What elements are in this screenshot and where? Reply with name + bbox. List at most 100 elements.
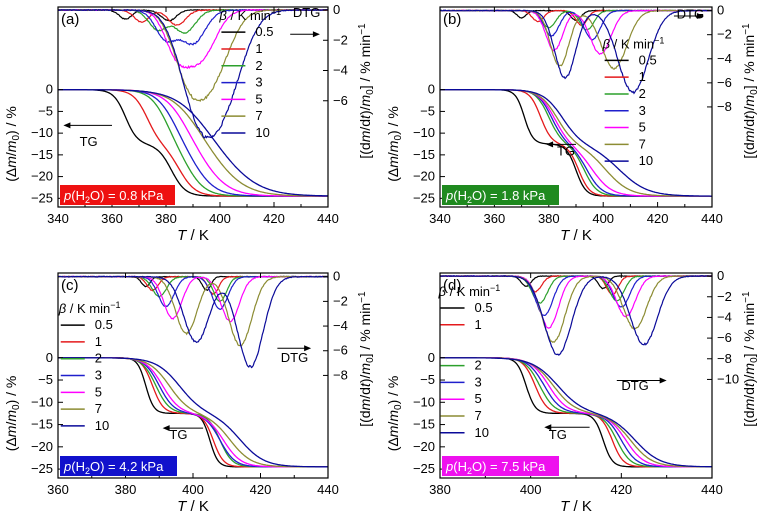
tg-y-tick-label: −25 <box>413 190 435 205</box>
pressure-box-bg <box>60 185 175 205</box>
x-tick-label: 420 <box>263 211 285 226</box>
legend-label-5: 5 <box>475 391 482 406</box>
dtg-y-tick-label: −4 <box>717 309 732 324</box>
tg-axis-label: (Δm/m0) / % <box>385 106 404 182</box>
pressure-label-text: p(H2O) = 0.8 kPa <box>63 188 164 205</box>
dtg-curve-1 <box>57 8 329 26</box>
tg-y-tick-label: −20 <box>413 439 435 454</box>
dtg-curve-10 <box>439 9 712 95</box>
tg-y-tick-label: −20 <box>31 439 53 454</box>
tg-y-tick-label: 0 <box>46 82 53 97</box>
legend-label-0.5: 0.5 <box>255 24 273 39</box>
dtg-y-tick-label: 0 <box>717 3 724 18</box>
x-tick-label: 420 <box>250 482 272 497</box>
legend-title: β / K min−1 <box>58 300 121 316</box>
dtg-y-tick-label: −2 <box>333 32 348 47</box>
legend-label-5: 5 <box>95 384 102 399</box>
tg-curve-2 <box>58 89 328 197</box>
x-tick-label: 420 <box>610 482 632 497</box>
legend-label-3: 3 <box>475 374 482 389</box>
dtg-y-tick-label: −10 <box>717 371 739 386</box>
pressure-box-bg <box>442 456 559 476</box>
x-tick-label: 380 <box>115 482 137 497</box>
tg-y-tick-label: −25 <box>31 190 53 205</box>
pressure-label-text: p(H2O) = 1.8 kPa <box>445 188 546 205</box>
dtg-y-tick-label: −8 <box>717 351 732 366</box>
tg-y-tick-label: −20 <box>31 169 53 184</box>
legend-label-10: 10 <box>639 153 653 168</box>
tg-y-tick-label: −5 <box>38 103 53 118</box>
dtg-y-tick-label: −2 <box>717 27 732 42</box>
dtg-annotation: DTG <box>281 350 308 365</box>
legend-label-3: 3 <box>639 103 646 118</box>
panel-label: (c) <box>61 277 79 294</box>
tg-annotation: TG <box>557 144 575 159</box>
x-tick-label: 340 <box>429 211 451 226</box>
tg-y-tick-label: −15 <box>31 147 53 162</box>
x-axis-label: T / K <box>177 227 209 244</box>
x-axis-label: T / K <box>560 498 592 515</box>
dtg-axis-label: [(dm/dt)/m0] / % min−1 <box>357 291 376 427</box>
dtg-axis-label: [(dm/dt)/m0] / % min−1 <box>741 291 760 427</box>
legend-label-10: 10 <box>255 125 269 140</box>
pressure-label-box: p(H2O) = 0.8 kPa <box>60 185 175 205</box>
tg-curve-10 <box>440 357 712 468</box>
x-tick-label: 440 <box>317 211 339 226</box>
dtg-arrow-head <box>304 345 312 352</box>
plot-frame <box>439 6 713 208</box>
dtg-y-tick-label: 0 <box>333 2 340 17</box>
x-tick-label: 400 <box>182 482 204 497</box>
x-tick-label: 440 <box>701 482 723 497</box>
pressure-label-box: p(H2O) = 7.5 kPa <box>442 456 559 476</box>
tg-y-tick-label: −15 <box>413 417 435 432</box>
tg-y-tick-label: −10 <box>413 394 435 409</box>
dtg-y-tick-label: −4 <box>333 63 348 78</box>
pressure-label-box: p(H2O) = 1.8 kPa <box>442 185 559 205</box>
dtg-curve-5 <box>57 9 329 69</box>
legend-label-10: 10 <box>95 418 109 433</box>
dtg-curve-10 <box>57 8 328 139</box>
dtg-y-tick-label: −2 <box>717 289 732 304</box>
tg-arrow-head <box>546 141 554 148</box>
tg-curve-3 <box>58 89 328 197</box>
dtg-arrow-head <box>696 13 704 20</box>
x-tick-label: 340 <box>47 211 69 226</box>
legend-title: β / K min−1 <box>218 7 281 23</box>
legend-label-2: 2 <box>639 86 646 101</box>
legend-label-7: 7 <box>95 401 102 416</box>
tg-y-tick-label: −10 <box>413 125 435 140</box>
dtg-axis-label: [(dm/dt)/m0] / % min−1 <box>741 23 760 159</box>
panel-label: (d) <box>443 277 461 294</box>
legend-label-2: 2 <box>475 358 482 373</box>
dtg-annotation: DTG <box>621 378 648 393</box>
legend-label-7: 7 <box>639 136 646 151</box>
tg-axis-label: (Δm/m0) / % <box>3 376 22 452</box>
tg-y-tick-label: −25 <box>31 461 53 476</box>
tg-arrow-head <box>544 424 552 431</box>
tg-curve-7 <box>58 89 328 197</box>
dtg-arrow-head <box>312 31 320 38</box>
tg-y-tick-label: −25 <box>413 461 435 476</box>
x-tick-label: 360 <box>47 482 69 497</box>
legend-label-2: 2 <box>255 58 262 73</box>
pressure-label-box: p(H2O) = 4.2 kPa <box>60 456 177 476</box>
legend-title: β / K min−1 <box>438 283 501 299</box>
dtg-y-tick-label: −6 <box>333 93 348 108</box>
dtg-curve-7 <box>57 9 328 103</box>
legend-label-0.5: 0.5 <box>95 317 113 332</box>
x-tick-label: 380 <box>429 482 451 497</box>
dtg-axis-label: [(dm/dt)/m0] / % min−1 <box>357 23 376 159</box>
tg-annotation: TG <box>80 134 98 149</box>
tg-y-tick-label: −10 <box>31 394 53 409</box>
dtg-y-tick-label: −2 <box>333 293 348 308</box>
legend-label-7: 7 <box>475 408 482 423</box>
x-tick-label: 400 <box>592 211 614 226</box>
dtg-y-tick-label: −6 <box>333 343 348 358</box>
dtg-y-tick-label: −6 <box>717 330 732 345</box>
tg-y-tick-label: −5 <box>420 372 435 387</box>
